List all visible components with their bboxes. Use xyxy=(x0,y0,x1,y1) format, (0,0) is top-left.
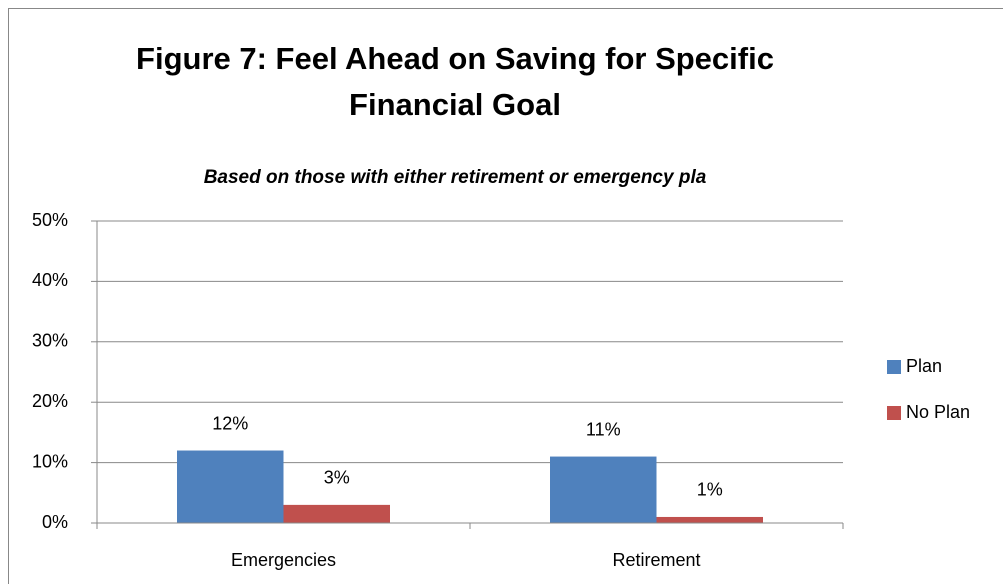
legend-swatch xyxy=(887,360,901,374)
y-tick-label: 50% xyxy=(32,210,68,230)
value-label: 3% xyxy=(324,468,350,488)
legend-label: Plan xyxy=(906,356,942,376)
chart-title: Financial Goal xyxy=(349,87,561,122)
y-tick-label: 20% xyxy=(32,391,68,411)
bar xyxy=(283,504,390,523)
bar xyxy=(656,516,763,523)
y-tick-label: 0% xyxy=(42,512,68,532)
chart-border xyxy=(8,8,1003,584)
chart-title: Figure 7: Feel Ahead on Saving for Speci… xyxy=(136,41,774,76)
chart-subtitle: Based on those with either retirement or… xyxy=(204,167,707,188)
y-tick-label: 10% xyxy=(32,451,68,471)
y-tick-label: 40% xyxy=(32,270,68,290)
value-label: 1% xyxy=(697,480,723,500)
legend-label: No Plan xyxy=(906,402,970,422)
value-label: 12% xyxy=(212,413,248,433)
x-tick-label: Retirement xyxy=(612,550,700,570)
value-label: 11% xyxy=(586,419,621,439)
bar xyxy=(550,456,657,523)
y-tick-label: 30% xyxy=(32,331,68,351)
x-tick-label: Emergencies xyxy=(231,550,336,570)
bar xyxy=(177,450,284,523)
legend-swatch xyxy=(887,406,901,420)
